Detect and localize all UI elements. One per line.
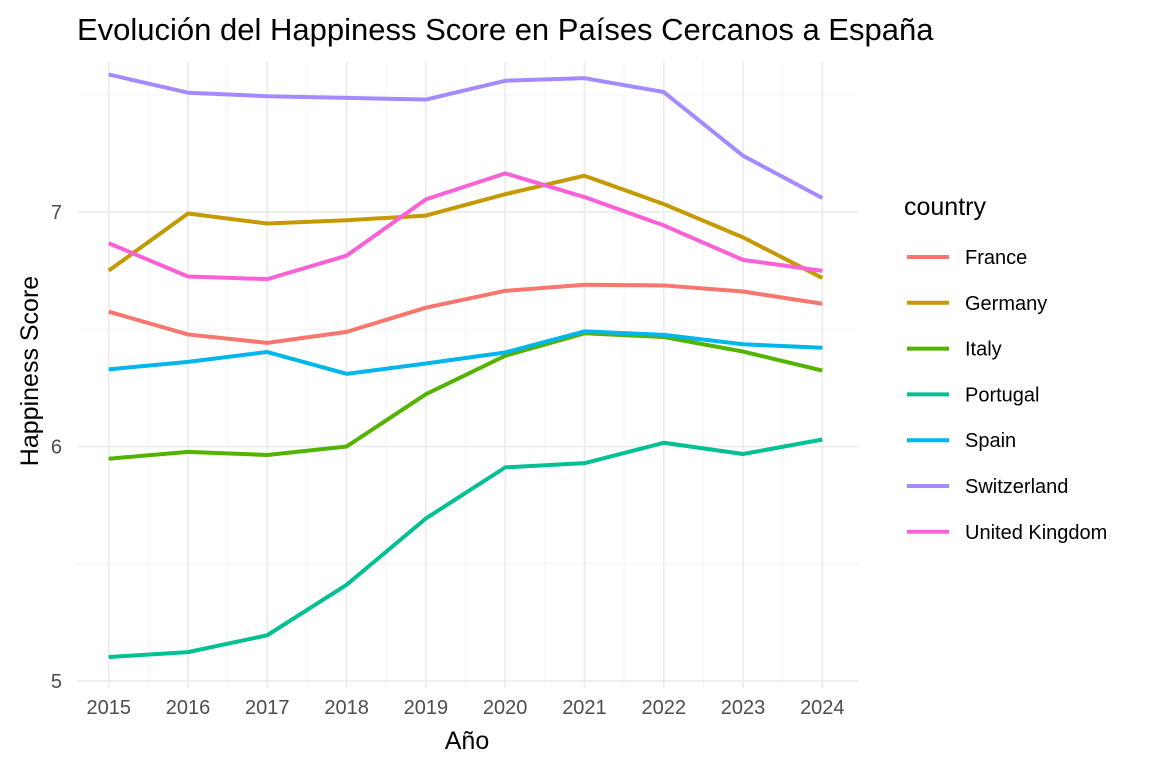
legend: country France Germany Italy Portugal Spain S…	[904, 193, 1107, 544]
legend-label: United Kingdom	[965, 522, 1107, 544]
x-tick-label: 2023	[721, 697, 766, 719]
x-tick-label: 2016	[166, 697, 211, 719]
x-tick-label: 2020	[483, 697, 528, 719]
legend-label: Spain	[965, 430, 1016, 452]
y-tick-label: 6	[51, 437, 62, 459]
y-tick-label: 7	[51, 202, 62, 224]
x-tick-label: 2015	[86, 697, 131, 719]
series-line-spain	[108, 329, 823, 376]
major-gridlines	[77, 62, 858, 688]
legend-item: Portugal	[907, 384, 1040, 406]
chart-title: Evolución del Happiness Score en Países …	[77, 12, 934, 47]
y-axis-ticks: 5 6 7	[51, 202, 62, 693]
x-tick-label: 2017	[245, 697, 290, 719]
legend-label: France	[965, 247, 1027, 269]
series-line-united-kingdom	[107, 171, 823, 282]
legend-title: country	[904, 193, 986, 221]
legend-items: France Germany Italy Portugal Spain Switzerla…	[907, 247, 1107, 544]
series-line-germany	[107, 173, 824, 280]
legend-item: United Kingdom	[907, 522, 1107, 544]
x-tick-label: 2024	[800, 697, 845, 719]
series-line-switzerland	[108, 72, 824, 200]
legend-item: France	[907, 247, 1027, 269]
x-tick-label: 2018	[324, 697, 369, 719]
series-lines	[107, 72, 824, 660]
legend-item: Germany	[907, 293, 1047, 315]
legend-item: Italy	[907, 339, 1002, 361]
x-axis-title: Año	[445, 727, 489, 755]
x-tick-label: 2022	[641, 697, 686, 719]
legend-label: Germany	[965, 293, 1047, 315]
legend-item: Switzerland	[907, 476, 1068, 498]
series-line-france	[108, 282, 823, 345]
legend-item: Spain	[907, 430, 1016, 452]
x-tick-label: 2019	[404, 697, 449, 719]
y-axis-title: Happiness Score	[16, 276, 44, 466]
legend-label: Italy	[965, 339, 1002, 361]
x-tick-label: 2021	[562, 697, 607, 719]
legend-label: Switzerland	[965, 476, 1068, 498]
series-line-portugal	[108, 437, 823, 660]
plot-panel	[77, 62, 858, 688]
series-line-italy	[108, 331, 823, 461]
legend-label: Portugal	[965, 384, 1040, 406]
y-tick-label: 5	[51, 671, 62, 693]
x-axis-ticks: 2015 2016 2017 2018 2019 2020 2021 2022 2023 2024	[86, 697, 844, 719]
